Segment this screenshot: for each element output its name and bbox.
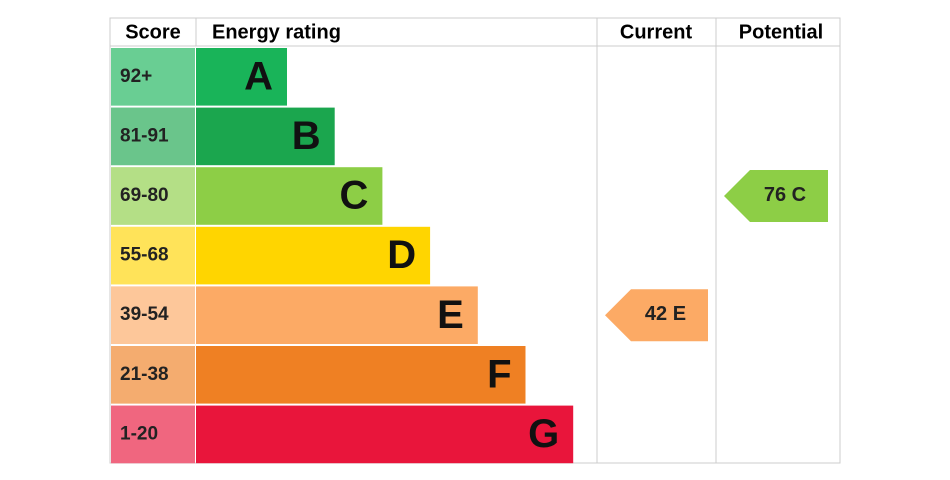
score-tint [111,286,195,344]
rating-score: 42 [645,303,667,325]
rating-band: C [792,184,806,206]
rating-bar [196,346,526,404]
rating-letter: E [437,293,464,337]
score-tint [111,107,195,166]
score-cell [111,405,195,464]
rating-letter: D [387,233,416,277]
score-tint [111,405,195,464]
score-label: 69-80 [120,185,169,206]
rating-arrow [605,289,708,342]
score-label: 55-68 [120,245,169,266]
score-cell [111,48,195,106]
score-tint [111,226,195,285]
rating-score: 76 [764,184,786,206]
score-tint [111,167,195,225]
rating-letter: F [487,352,511,396]
rating-arrow-label: 42 E [645,303,686,325]
header: Score [125,21,181,43]
rating-bar [196,107,335,166]
rating-bar [196,167,383,225]
score-cell [111,167,195,225]
header: Potential [739,21,823,43]
score-label: 1-20 [120,423,158,444]
rating-bar [196,226,431,285]
score-label: 92+ [120,66,152,87]
rating-bar [196,405,574,464]
rating-band: E [673,303,686,325]
score-label: 81-91 [120,125,169,146]
header: Current [620,21,693,43]
rating-arrow-label: 76 C [764,184,806,206]
rating-letter: B [292,114,321,158]
rating-letter: G [528,412,559,456]
score-label: 39-54 [120,304,169,325]
rating-bar [196,48,287,106]
score-label: 21-38 [120,364,169,385]
rating-letter: A [244,54,273,98]
score-tint [111,346,195,404]
rating-letter: C [340,174,369,218]
score-tint [111,48,195,106]
header: Energy rating [212,21,341,43]
score-cell [111,286,195,344]
rating-bar [196,286,478,344]
score-cell [111,107,195,166]
rating-arrow [724,170,828,222]
score-cell [111,226,195,285]
score-cell [111,346,195,404]
